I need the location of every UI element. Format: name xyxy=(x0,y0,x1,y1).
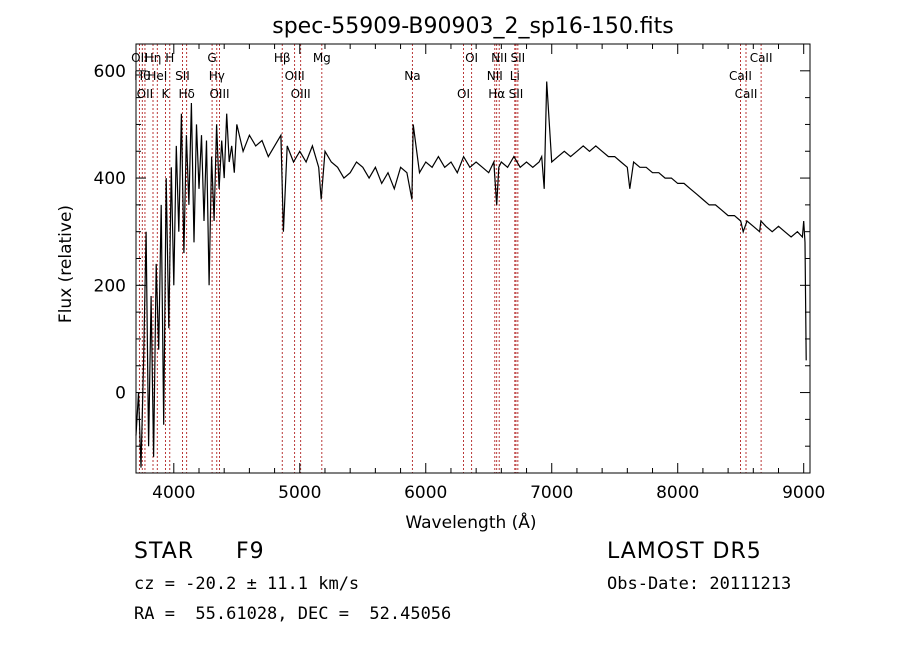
line-label-23: SII xyxy=(509,87,524,101)
line-label-3: Hη xyxy=(145,51,162,65)
line-label-5: K xyxy=(162,87,171,101)
line-label-20: Hα xyxy=(488,87,505,101)
object-class: STAR xyxy=(134,539,195,564)
line-label-26: CaII xyxy=(735,87,758,101)
line-label-6: H xyxy=(165,51,174,65)
survey-name: LAMOST DR5 xyxy=(607,539,762,564)
line-label-15: Mg xyxy=(313,51,331,65)
axis-ticks xyxy=(136,44,810,473)
line-label-18: OI xyxy=(465,51,478,65)
line-label-16: Na xyxy=(404,69,420,83)
line-label-1: Hθ xyxy=(134,69,150,83)
line-label-11: OIII xyxy=(209,87,229,101)
line-label-0: OII xyxy=(131,51,148,65)
y-tick-label-1: 200 xyxy=(94,276,126,296)
redshift-readout: cz = -20.2 ± 11.1 km/s xyxy=(134,574,360,594)
line-label-21: NII xyxy=(491,51,507,65)
x-tick-label-1: 5000 xyxy=(278,483,321,503)
y-tick-label-2: 400 xyxy=(94,169,126,189)
line-label-19: NII xyxy=(487,69,503,83)
y-tick-label-0: 0 xyxy=(115,384,126,404)
x-axis-label: Wavelength (Å) xyxy=(405,511,536,533)
x-tick-label-0: 4000 xyxy=(152,483,195,503)
line-label-8: Hδ xyxy=(178,87,194,101)
spectrum-line xyxy=(135,81,807,468)
line-markers xyxy=(138,44,762,473)
x-tick-label-3: 7000 xyxy=(530,483,573,503)
line-label-2: OII xyxy=(137,87,154,101)
plot-frame xyxy=(135,43,811,474)
line-label-17: OI xyxy=(457,87,470,101)
line-label-27: CaII xyxy=(750,51,773,65)
sky-coordinates: RA = 55.61028, DEC = 52.45056 xyxy=(134,604,452,624)
line-label-25: CaII xyxy=(729,69,752,83)
y-tick-label-3: 600 xyxy=(94,62,126,82)
object-subclass: F9 xyxy=(236,539,265,564)
line-label-22: Li xyxy=(510,69,520,83)
y-axis-label: Flux (relative) xyxy=(56,205,76,323)
obs-date: Obs-Date: 20111213 xyxy=(607,574,792,594)
line-label-14: OIII xyxy=(291,87,311,101)
x-tick-label-4: 8000 xyxy=(656,483,699,503)
x-tick-label-5: 9000 xyxy=(782,483,825,503)
axis-tick-labels: 4000 5000 6000 7000 8000 9000 0 200 400 600 xyxy=(94,62,826,503)
line-label-10: Hγ xyxy=(209,69,225,83)
line-label-13: OIII xyxy=(285,69,305,83)
line-label-24: SII xyxy=(510,51,525,65)
line-label-9: G xyxy=(207,51,216,65)
chart-title: spec-55909-B90903_2_sp16-150.fits xyxy=(272,14,674,39)
line-marker-labels: OIIHθOIIHηHeIKHSIIHδGHγOIIIHβOIIIOIIIMgN… xyxy=(131,51,772,101)
x-tick-label-2: 6000 xyxy=(404,483,447,503)
line-label-12: Hβ xyxy=(274,51,291,65)
line-label-4: HeI xyxy=(147,69,167,83)
line-label-7: SII xyxy=(175,69,190,83)
